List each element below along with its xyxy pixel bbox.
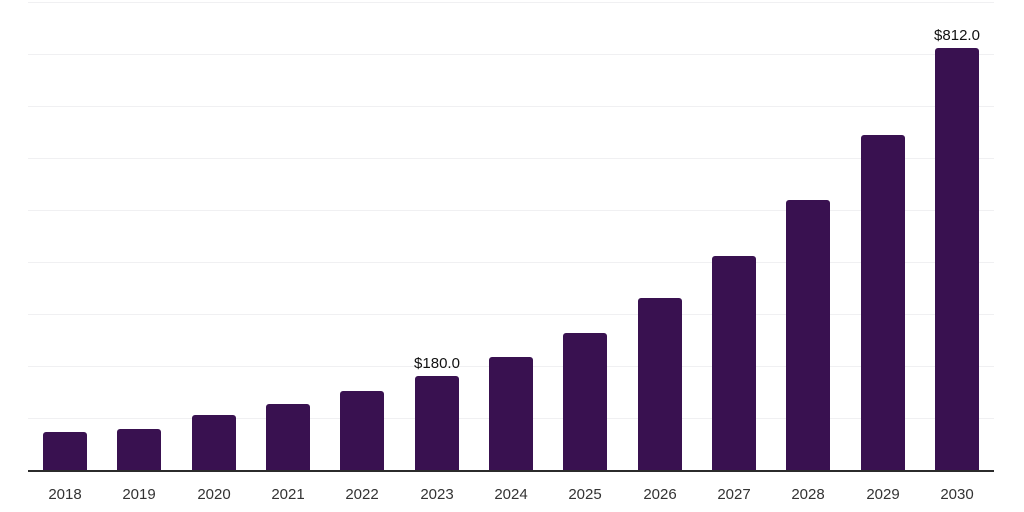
- x-tick-label-2028: 2028: [791, 486, 825, 503]
- x-tick-label-2024: 2024: [494, 486, 528, 503]
- bar-2024: [489, 357, 533, 470]
- bar-2030: [935, 48, 979, 470]
- bar-2025: [563, 333, 607, 470]
- bar-2026: [638, 298, 682, 470]
- bar-2028: [786, 200, 830, 470]
- x-tick-label-2022: 2022: [345, 486, 379, 503]
- x-tick-label-2018: 2018: [48, 486, 82, 503]
- bar-2019: [117, 429, 161, 470]
- x-tick-label-2025: 2025: [568, 486, 602, 503]
- x-tick-label-2026: 2026: [643, 486, 677, 503]
- bar-2018: [43, 432, 87, 470]
- bar-value-label-2023: $180.0: [414, 355, 460, 372]
- x-tick-label-2023: 2023: [420, 486, 454, 503]
- bar-2027: [712, 256, 756, 470]
- bar-2022: [340, 391, 384, 470]
- gridline-300: [28, 314, 994, 315]
- bar-value-label-2030: $812.0: [934, 27, 980, 44]
- x-tick-label-2029: 2029: [866, 486, 900, 503]
- gridline-800: [28, 54, 994, 55]
- x-tick-label-2019: 2019: [122, 486, 156, 503]
- x-tick-label-2021: 2021: [271, 486, 305, 503]
- gridline-900: [28, 2, 994, 3]
- gridline-600: [28, 158, 994, 159]
- bar-2021: [266, 404, 310, 470]
- bar-2020: [192, 415, 236, 470]
- bar-2029: [861, 135, 905, 470]
- gridline-500: [28, 210, 994, 211]
- x-tick-label-2020: 2020: [197, 486, 231, 503]
- gridline-400: [28, 262, 994, 263]
- x-tick-label-2027: 2027: [717, 486, 751, 503]
- bar-2023: [415, 376, 459, 470]
- gridline-700: [28, 106, 994, 107]
- x-tick-label-2030: 2030: [940, 486, 974, 503]
- x-axis-line: [28, 470, 994, 472]
